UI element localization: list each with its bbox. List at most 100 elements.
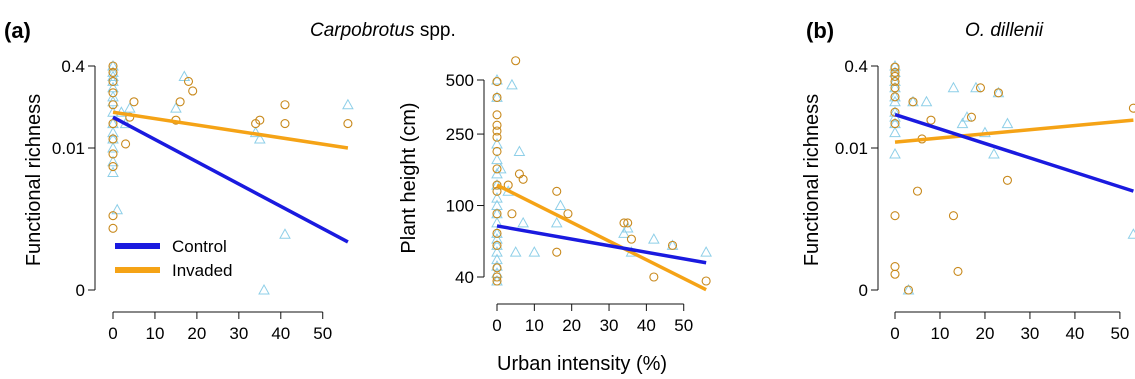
- control-data-point: [506, 78, 518, 90]
- y-tick-label: 500: [446, 71, 474, 90]
- y-tick-label: 40: [455, 268, 474, 287]
- control-data-point: [647, 233, 660, 244]
- control-data-point: [920, 95, 933, 107]
- control-data-point: [554, 199, 567, 211]
- invaded-data-point: [108, 162, 118, 172]
- invaded-data-point: [108, 67, 118, 77]
- invaded-data-point: [175, 97, 185, 107]
- x-tick-label: 10: [931, 324, 950, 343]
- y-tick-label: 0.4: [844, 57, 868, 76]
- control-data-point: [1001, 117, 1014, 129]
- invaded-data-point: [492, 240, 502, 250]
- invaded-data-point: [492, 263, 502, 273]
- control-data-point: [956, 117, 969, 129]
- invaded-data-point: [552, 247, 562, 257]
- invaded-data-point: [1128, 103, 1135, 113]
- invaded-data-point: [890, 83, 900, 93]
- control-data-point: [889, 147, 901, 159]
- control-data-point: [494, 162, 507, 174]
- x-axis-title: Urban intensity (%): [497, 353, 667, 375]
- x-tick-label: 50: [674, 316, 693, 335]
- control-data-point: [509, 246, 522, 257]
- control-data-point: [618, 227, 630, 238]
- control-data-point: [258, 283, 270, 295]
- control-data-point: [491, 167, 503, 179]
- invaded-data-point: [626, 234, 636, 244]
- x-tick-label: 0: [492, 316, 501, 335]
- control-data-point: [107, 126, 119, 138]
- invaded-data-point: [948, 211, 959, 221]
- control-data-point: [889, 126, 901, 138]
- invaded-data-point: [108, 76, 118, 86]
- y-axis-title: Functional richness: [23, 94, 45, 266]
- invaded-data-point: [890, 211, 900, 221]
- control-data-point: [1127, 228, 1135, 239]
- invaded-data-point: [667, 240, 678, 250]
- y-tick-label: 0.01: [835, 139, 868, 158]
- invaded-data-point: [280, 119, 290, 129]
- invaded-data-point: [953, 266, 963, 276]
- control-data-point: [170, 102, 182, 113]
- invaded-data-point: [492, 146, 502, 157]
- x-tick-label: 30: [600, 316, 619, 335]
- panel-a-title-species: Carpobrotus: [310, 20, 415, 41]
- x-tick-label: 30: [229, 324, 248, 343]
- invaded-data-point: [188, 86, 198, 96]
- invaded-data-point: [492, 276, 502, 286]
- legend-invaded-label: Invaded: [172, 261, 233, 280]
- control-data-point: [107, 155, 119, 167]
- control-data-point: [279, 228, 291, 239]
- x-tick-label: 40: [637, 316, 656, 335]
- invaded-data-point: [1002, 175, 1013, 185]
- invaded-data-point: [975, 83, 986, 93]
- invaded-data-point: [912, 186, 923, 196]
- invaded-data-point: [552, 186, 562, 196]
- control-data-point: [970, 81, 982, 93]
- y-tick-label: 0.4: [61, 57, 85, 76]
- y-tick-label: 250: [446, 125, 474, 144]
- control-data-point: [491, 153, 503, 165]
- y-tick-label: 0.01: [52, 139, 85, 158]
- invaded-data-point: [492, 77, 502, 87]
- control-data-point: [621, 221, 634, 233]
- invaded-data-point: [492, 228, 502, 238]
- invaded-data-point: [492, 186, 502, 196]
- control-fit-line: [112, 115, 349, 244]
- control-data-point: [123, 102, 136, 113]
- invaded-data-point: [563, 209, 573, 219]
- invaded-data-point: [492, 110, 502, 120]
- invaded-data-point: [492, 180, 502, 190]
- control-data-point: [111, 203, 124, 215]
- panel-b-letter: (b): [806, 18, 834, 43]
- invaded-data-point: [108, 61, 118, 71]
- invaded-data-point: [108, 211, 118, 221]
- panel-b-title: O. dillenii: [965, 20, 1044, 41]
- y-axis-title: Plant height (cm): [398, 102, 420, 253]
- invaded-data-point: [908, 97, 918, 107]
- panel-a-letter: (a): [4, 18, 31, 43]
- control-data-point: [889, 95, 901, 107]
- control-fit-line: [496, 224, 707, 265]
- x-tick-label: 10: [525, 316, 544, 335]
- y-tick-label: 0: [859, 281, 868, 300]
- invaded-data-point: [649, 272, 659, 282]
- invaded-data-point: [343, 119, 353, 129]
- control-data-point: [491, 233, 503, 244]
- invaded-data-point: [108, 223, 118, 233]
- x-tick-label: 30: [1020, 324, 1039, 343]
- invaded-data-point: [518, 174, 528, 184]
- control-data-point: [700, 246, 712, 257]
- control-data-point: [988, 147, 1000, 159]
- invaded-data-point: [619, 218, 629, 228]
- panel-a-title: Carpobrotus spp.: [310, 20, 456, 41]
- invaded-data-point: [280, 100, 290, 110]
- control-data-point: [491, 246, 503, 257]
- invaded-data-point: [492, 209, 502, 219]
- legend-control-label: Control: [172, 237, 227, 256]
- invaded-data-point: [108, 100, 118, 110]
- invaded-data-point: [492, 132, 502, 142]
- control-data-point: [889, 59, 901, 71]
- x-tick-label: 50: [313, 324, 332, 343]
- invaded-data-point: [890, 92, 900, 102]
- x-tick-label: 40: [271, 324, 290, 343]
